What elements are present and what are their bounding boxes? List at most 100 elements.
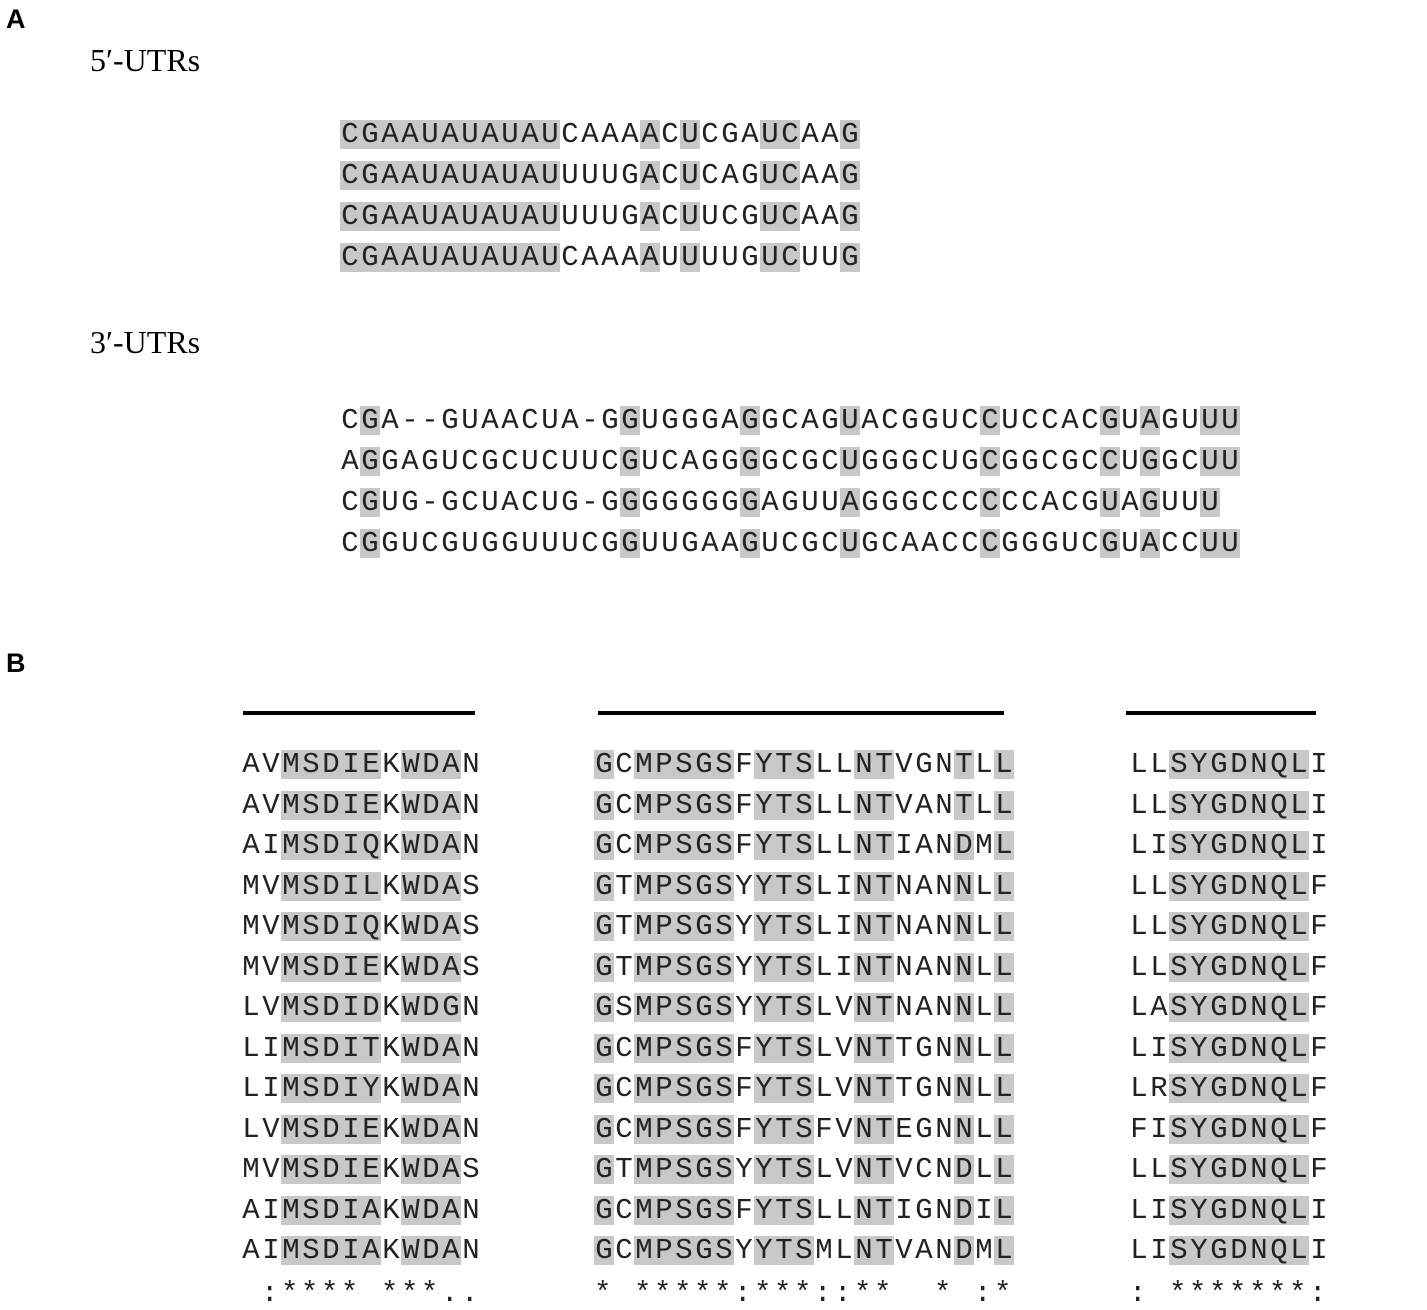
- residue: Y: [735, 1153, 753, 1186]
- residue: C: [781, 527, 799, 560]
- residue: U: [1001, 404, 1019, 437]
- residue: G: [594, 869, 614, 903]
- motif-sequence: AVMSDIEKWDAN: [241, 750, 481, 779]
- residue: L: [1130, 869, 1148, 903]
- residue: U: [661, 241, 679, 274]
- residue: G: [694, 788, 714, 822]
- residue: F: [735, 1072, 753, 1105]
- residue: P: [654, 788, 674, 822]
- residue: I: [341, 869, 361, 903]
- residue: Y: [754, 991, 774, 1024]
- residue: A: [520, 118, 540, 151]
- residue: C: [1021, 404, 1039, 437]
- residue: K: [382, 1193, 400, 1227]
- residue: D: [421, 869, 441, 903]
- residue: A: [721, 404, 739, 437]
- residue: C: [340, 159, 360, 192]
- residue: I: [1150, 829, 1168, 862]
- residue: G: [360, 118, 380, 151]
- residue: Q: [361, 829, 381, 862]
- motif-sequence: LIMSDITKWDAN: [241, 1033, 481, 1063]
- motif-sequence: MVMSDIEKWDAS: [241, 950, 481, 984]
- residue: A: [381, 404, 399, 437]
- residue: P: [654, 1153, 674, 1186]
- residue: G: [1209, 788, 1229, 822]
- residue: G: [381, 527, 399, 560]
- residue: C: [780, 118, 800, 151]
- residue: Y: [754, 1031, 774, 1065]
- residue: S: [462, 910, 480, 943]
- residue: G: [1100, 527, 1120, 560]
- residue: S: [301, 1153, 321, 1186]
- residue: Y: [754, 910, 774, 943]
- residue: D: [954, 829, 974, 862]
- residue: A: [361, 1234, 381, 1267]
- residue: C: [1041, 404, 1059, 437]
- residue: Q: [1269, 869, 1289, 903]
- residue: N: [462, 1193, 480, 1227]
- residue: C: [821, 527, 839, 560]
- residue: C: [341, 404, 359, 437]
- residue: A: [441, 910, 461, 943]
- residue: A: [915, 950, 933, 984]
- residue: L: [815, 991, 833, 1024]
- motif-sequence: GSMPSGSYYTSLVNTNANNLL: [594, 993, 1014, 1022]
- residue: G: [1209, 1193, 1229, 1227]
- residue: M: [281, 991, 301, 1024]
- residue: C: [1001, 486, 1019, 519]
- residue: G: [1209, 991, 1229, 1024]
- residue: D: [421, 991, 441, 1024]
- residue: S: [674, 1153, 694, 1186]
- residue: D: [321, 869, 341, 903]
- residue: U: [760, 241, 780, 274]
- residue: G: [694, 1072, 714, 1105]
- residue: A: [621, 241, 639, 274]
- residue: A: [921, 527, 939, 560]
- residue: N: [1249, 991, 1269, 1024]
- residue: Q: [1269, 1072, 1289, 1105]
- residue: A: [242, 1234, 260, 1267]
- residue: U: [1220, 404, 1240, 437]
- residue: G: [740, 404, 760, 437]
- residue: G: [441, 404, 459, 437]
- residue: M: [634, 991, 654, 1024]
- residue: M: [634, 748, 654, 781]
- residue: D: [421, 910, 441, 943]
- residue: G: [915, 1031, 933, 1065]
- residue: L: [815, 1153, 833, 1186]
- residue: F: [1130, 1112, 1148, 1146]
- residue: N: [854, 1112, 874, 1146]
- residue: U: [420, 118, 440, 151]
- residue: N: [895, 910, 913, 943]
- residue: A: [915, 1234, 933, 1267]
- residue: N: [854, 991, 874, 1024]
- residue: I: [341, 950, 361, 984]
- residue: U: [500, 159, 520, 192]
- residue: Y: [735, 1234, 753, 1267]
- residue: L: [835, 829, 853, 862]
- residue: C: [581, 527, 599, 560]
- residue: G: [620, 486, 640, 519]
- residue: A: [441, 1072, 461, 1105]
- residue: G: [721, 486, 739, 519]
- residue: L: [1289, 1031, 1309, 1065]
- residue: D: [1229, 1031, 1249, 1065]
- residue: L: [994, 1072, 1014, 1105]
- residue: W: [401, 1112, 421, 1146]
- residue: N: [935, 910, 953, 943]
- residue: U: [1200, 527, 1220, 560]
- residue: T: [874, 748, 894, 781]
- residue: S: [794, 788, 814, 822]
- residue: T: [774, 910, 794, 943]
- residue: S: [1169, 991, 1189, 1024]
- residue: G: [360, 200, 380, 233]
- residue: A: [915, 991, 933, 1024]
- residue: T: [774, 1112, 794, 1146]
- residue: U: [1181, 486, 1199, 519]
- residue: I: [1310, 788, 1328, 822]
- residue: M: [281, 1153, 301, 1186]
- residue: L: [1289, 1234, 1309, 1267]
- residue: M: [281, 950, 301, 984]
- residue: L: [994, 1193, 1014, 1227]
- residue: V: [895, 1153, 913, 1186]
